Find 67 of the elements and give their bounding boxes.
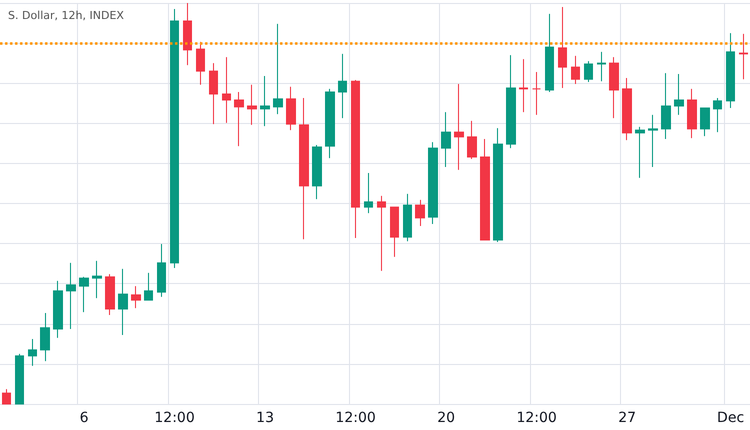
candlestick <box>170 8 179 269</box>
candlestick <box>558 6 567 89</box>
candlestick <box>338 53 347 119</box>
candlestick <box>390 206 399 258</box>
candlestick <box>364 172 373 214</box>
candlestick <box>247 84 257 126</box>
candlestick <box>739 33 748 80</box>
candlestick <box>28 338 37 366</box>
candlestick <box>118 268 128 336</box>
candlestick <box>493 128 503 242</box>
x-tick-label: 13 <box>256 410 274 426</box>
candlestick <box>506 54 516 149</box>
x-tick-label: 27 <box>618 410 636 426</box>
candlestick <box>622 77 632 141</box>
x-tick-label: 20 <box>437 410 456 426</box>
x-tick-label: Dec <box>717 410 744 426</box>
candlestick <box>674 73 684 116</box>
candlestick <box>222 56 231 124</box>
x-tick-label: 12:00 <box>335 410 376 426</box>
candlestick <box>584 60 593 82</box>
candlestick <box>519 58 528 113</box>
candlestick <box>183 2 192 66</box>
candlestick <box>454 84 464 170</box>
candlestick <box>286 86 296 131</box>
candlestick <box>260 75 270 127</box>
candlestick <box>415 199 425 226</box>
candlestick <box>597 51 606 82</box>
candlestick <box>157 244 166 298</box>
candlestick <box>480 138 490 240</box>
x-tick-label: 6 <box>80 410 89 426</box>
candlestick <box>79 276 89 313</box>
candlestick <box>312 144 322 200</box>
candlestick <box>234 92 244 147</box>
candlestick <box>131 286 141 309</box>
candlestick <box>2 388 11 404</box>
candlestick <box>377 195 386 272</box>
candlestick <box>15 353 24 404</box>
candlestick <box>92 260 102 299</box>
candlestick <box>209 62 218 125</box>
candlestick <box>403 193 412 242</box>
candlestick <box>545 13 554 93</box>
candlestick <box>53 280 63 338</box>
candlestick <box>571 55 580 84</box>
candlestick <box>441 112 451 168</box>
candlestick <box>105 274 115 316</box>
candlestick <box>351 79 360 238</box>
candlestick <box>609 56 619 119</box>
candlestick <box>467 120 477 160</box>
candlestick <box>661 72 671 140</box>
candlestick <box>66 262 76 330</box>
candlestick <box>428 142 438 224</box>
x-tick-label: 12:00 <box>516 410 557 426</box>
candlestick <box>635 126 645 178</box>
x-tick-label: 12:00 <box>154 410 195 426</box>
candlestick <box>299 98 309 240</box>
candlestick <box>532 71 541 116</box>
candlestick <box>713 98 722 133</box>
candlestick <box>700 108 710 137</box>
text: S. Dollar, 12h, INDEX <box>8 9 124 22</box>
candlestick <box>40 312 50 362</box>
candlestick <box>196 41 205 86</box>
candlestick <box>325 88 335 159</box>
candlestick <box>273 23 283 115</box>
candlestick <box>144 272 153 301</box>
candlestick <box>726 32 735 109</box>
candlestick <box>648 114 658 168</box>
candlestick <box>687 88 697 139</box>
